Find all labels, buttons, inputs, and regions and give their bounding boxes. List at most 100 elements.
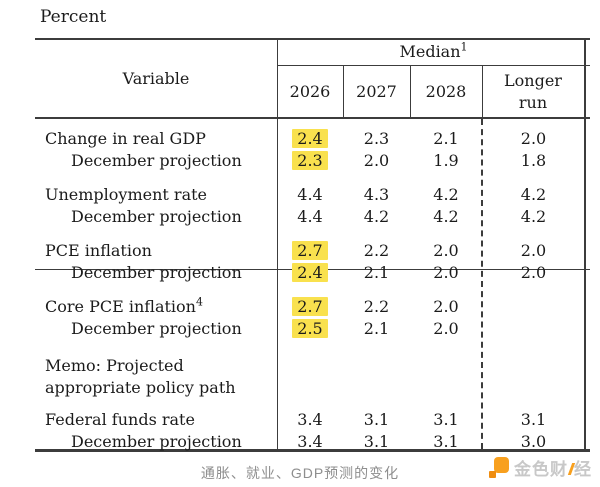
value-cell: 3.1: [482, 410, 585, 429]
highlighted-value: 2.7: [292, 240, 328, 260]
row-label: Unemployment rate: [45, 184, 208, 204]
value: 2.2: [363, 240, 390, 260]
value: 2.0: [433, 318, 459, 338]
value-cell: 2.0: [343, 151, 410, 170]
value-cell: 2.1: [343, 263, 410, 282]
policy-path-section: Federal funds rate 3.4 3.1 3.1 3.1 December p…: [35, 408, 590, 452]
header-bottom-rule: [35, 117, 590, 119]
value-cell: 2.0: [482, 263, 585, 282]
year-header-2027: 2027: [356, 82, 397, 101]
table-row: December projection 4.4 4.2 4.2 4.2: [35, 205, 590, 227]
table-row: Change in real GDP 2.4 2.3 2.1 2.0: [35, 127, 590, 149]
highlighted-value: 2.4: [292, 262, 328, 282]
memo-line: appropriate policy path: [45, 377, 236, 397]
projections-table: Variable Median1 2026 2027 2028 Longer r…: [35, 38, 590, 452]
value: 3.4: [297, 431, 323, 451]
table-body: Change in real GDP 2.4 2.3 2.1 2.0 December p…: [35, 118, 590, 452]
value: 2.0: [520, 262, 547, 282]
value-cell: 2.1: [410, 129, 482, 148]
value-cell: 2.0: [410, 319, 482, 338]
value: 2.1: [433, 128, 459, 148]
top-rule: [35, 38, 590, 40]
value: 3.1: [363, 409, 390, 429]
value-cell: 2.7: [277, 296, 343, 316]
row-label: December projection: [71, 431, 242, 451]
highlighted-value: 2.5: [292, 318, 328, 338]
bottom-rule: [35, 449, 590, 452]
value: 2.1: [363, 262, 390, 282]
value-cell: 4.2: [482, 207, 585, 226]
value: 4.2: [520, 206, 547, 226]
value-cell: 4.2: [482, 185, 585, 204]
value-cell: 4.4: [277, 185, 343, 204]
variables-section: Change in real GDP 2.4 2.3 2.1 2.0 December p…: [35, 127, 590, 339]
jinse-logo-icon: [488, 456, 510, 479]
right-border-rule: [584, 38, 586, 450]
variable-column-rule: [277, 38, 278, 450]
year-separator-rule: [410, 66, 411, 118]
value: 2.1: [363, 318, 390, 338]
table-row: Unemployment rate 4.4 4.3 4.2 4.2: [35, 183, 590, 205]
memo-line: Memo: Projected: [45, 355, 184, 375]
logo-text: 金色财经: [514, 460, 592, 479]
value-cell: 4.3: [343, 185, 410, 204]
value: 2.0: [520, 128, 547, 148]
row-label: Core PCE inflation4: [45, 295, 203, 316]
median-underline-rule: [277, 65, 590, 66]
highlighted-value: 2.7: [292, 296, 328, 316]
value: 4.3: [363, 184, 390, 204]
median-footnote-sup: 1: [460, 40, 468, 54]
longer-run-dashed-rule: [481, 119, 483, 449]
value: 1.9: [433, 150, 459, 170]
value-cell: 2.0: [410, 241, 482, 260]
table-row: Federal funds rate 3.4 3.1 3.1 3.1: [35, 408, 590, 430]
value-cell: 2.2: [343, 297, 410, 316]
table-row: PCE inflation 2.7 2.2 2.0 2.0: [35, 239, 590, 261]
value-cell: 2.4: [277, 128, 343, 148]
memo-section: Memo: Projected appropriate policy path: [35, 354, 590, 398]
value: 2.0: [363, 150, 390, 170]
value: 4.4: [297, 184, 323, 204]
value: 4.4: [297, 206, 323, 226]
percent-label: Percent: [40, 7, 107, 27]
value: 4.2: [433, 184, 459, 204]
year-separator-rule: [343, 66, 344, 118]
caption: 通胀、就业、GDP预测的变化: [200, 465, 400, 481]
table-row: December projection 3.4 3.1 3.1 3.0: [35, 430, 590, 452]
value: 2.3: [363, 128, 390, 148]
value: 2.0: [520, 240, 547, 260]
row-label: PCE inflation: [45, 240, 152, 260]
value-cell: 2.3: [343, 129, 410, 148]
value: 3.1: [433, 409, 459, 429]
footnote-sup: 4: [195, 295, 203, 309]
row-label: Federal funds rate: [45, 409, 195, 429]
value: 4.2: [433, 206, 459, 226]
median-header-label: Median1: [399, 40, 468, 61]
year-header-2026: 2026: [289, 82, 331, 101]
value-cell: 2.0: [482, 241, 585, 260]
value: 4.2: [363, 206, 390, 226]
value: 2.0: [433, 262, 459, 282]
value-cell: 3.4: [277, 432, 343, 451]
value: 4.2: [520, 184, 547, 204]
year-header-2028: 2028: [425, 82, 467, 101]
value-cell: 2.4: [277, 262, 343, 282]
value: 3.1: [363, 431, 390, 451]
value: 2.0: [433, 296, 459, 316]
value-cell: 4.2: [343, 207, 410, 226]
year-separator-rule: [482, 66, 483, 118]
value: 2.2: [363, 296, 390, 316]
highlighted-value: 2.4: [292, 128, 328, 148]
value-cell: 4.2: [410, 207, 482, 226]
value-cell: 2.0: [410, 297, 482, 316]
value: 3.0: [520, 431, 547, 451]
value-cell: 2.0: [482, 129, 585, 148]
value-cell: 1.8: [482, 151, 585, 170]
row-label: December projection: [71, 262, 242, 282]
row-label: December projection: [71, 206, 242, 226]
value-cell: 3.1: [343, 410, 410, 429]
value-cell: 2.3: [277, 150, 343, 170]
table-row: December projection 2.3 2.0 1.9 1.8: [35, 149, 590, 171]
longer-run-header: Longer run: [504, 70, 562, 112]
